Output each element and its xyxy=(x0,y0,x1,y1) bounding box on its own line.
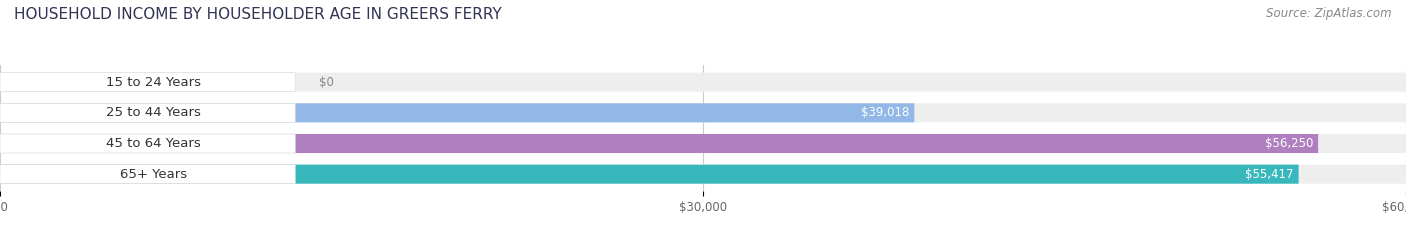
FancyBboxPatch shape xyxy=(0,73,295,92)
FancyBboxPatch shape xyxy=(0,134,1406,153)
Text: $55,417: $55,417 xyxy=(1246,168,1294,181)
Text: 65+ Years: 65+ Years xyxy=(120,168,187,181)
Text: $0: $0 xyxy=(319,76,333,89)
FancyBboxPatch shape xyxy=(0,103,914,122)
FancyBboxPatch shape xyxy=(0,73,1406,92)
Text: 25 to 44 Years: 25 to 44 Years xyxy=(105,106,201,119)
FancyBboxPatch shape xyxy=(0,103,295,122)
FancyBboxPatch shape xyxy=(0,134,295,153)
Text: 15 to 24 Years: 15 to 24 Years xyxy=(105,76,201,89)
FancyBboxPatch shape xyxy=(0,165,1299,184)
Text: HOUSEHOLD INCOME BY HOUSEHOLDER AGE IN GREERS FERRY: HOUSEHOLD INCOME BY HOUSEHOLDER AGE IN G… xyxy=(14,7,502,22)
Text: Source: ZipAtlas.com: Source: ZipAtlas.com xyxy=(1267,7,1392,20)
FancyBboxPatch shape xyxy=(0,134,1319,153)
Text: $39,018: $39,018 xyxy=(862,106,910,119)
FancyBboxPatch shape xyxy=(0,165,1406,184)
FancyBboxPatch shape xyxy=(0,103,1406,122)
Text: 45 to 64 Years: 45 to 64 Years xyxy=(107,137,201,150)
Text: $56,250: $56,250 xyxy=(1265,137,1313,150)
FancyBboxPatch shape xyxy=(0,165,295,184)
